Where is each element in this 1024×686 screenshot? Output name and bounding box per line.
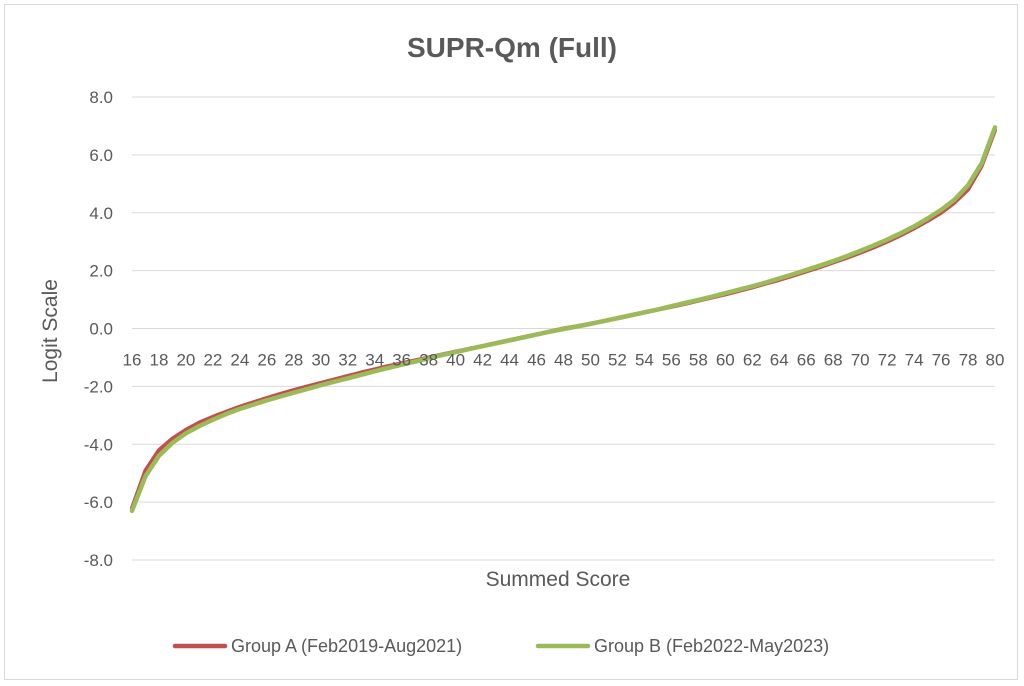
x-tick-label: 76 (932, 351, 951, 370)
x-tick-label: 44 (500, 351, 519, 370)
x-tick-label: 50 (581, 351, 600, 370)
y-tick-label: -2.0 (84, 377, 113, 396)
x-tick-label: 30 (311, 351, 330, 370)
legend-label: Group B (Feb2022-May2023) (594, 636, 829, 656)
x-tick-label: 54 (635, 351, 654, 370)
chart-svg: SUPR-Qm (Full) 8.0 6.0 4.0 2.0 0.0 -2.0 -4.0 -6… (39, 32, 1005, 656)
x-tick-label: 66 (797, 351, 816, 370)
x-tick-label: 24 (230, 351, 249, 370)
x-tick-label: 80 (986, 351, 1005, 370)
x-tick-label: 42 (473, 351, 492, 370)
x-tick-label: 34 (365, 351, 384, 370)
legend: Group A (Feb2019-Aug2021) Group B (Feb202… (172, 636, 829, 656)
x-tick-label: 74 (905, 351, 924, 370)
y-axis-ticks: 8.0 6.0 4.0 2.0 0.0 -2.0 -4.0 -6.0 -8.0 (84, 88, 113, 570)
y-axis-title: Logit Scale (39, 279, 62, 383)
x-tick-label: 78 (959, 351, 978, 370)
y-tick-label: -4.0 (84, 435, 113, 454)
x-tick-label: 68 (824, 351, 843, 370)
x-tick-label: 32 (338, 351, 357, 370)
series-line-group-a (130, 128, 997, 510)
y-tick-label: -6.0 (84, 493, 113, 512)
x-tick-label: 22 (203, 351, 222, 370)
y-tick-label: 8.0 (89, 88, 113, 107)
x-tick-label: 62 (743, 351, 762, 370)
x-tick-label: 26 (257, 351, 276, 370)
legend-label: Group A (Feb2019-Aug2021) (231, 636, 462, 656)
x-tick-label: 36 (392, 351, 411, 370)
x-tick-label: 64 (770, 351, 789, 370)
x-tick-label: 28 (284, 351, 303, 370)
chart-title: SUPR-Qm (Full) (407, 32, 617, 63)
x-tick-label: 20 (176, 351, 195, 370)
y-tick-label: 2.0 (89, 262, 113, 281)
x-axis-ticks: 16 18 20 22 24 26 28 30 32 34 36 38 40 42 44 46 48 50 52 54… (123, 351, 1005, 370)
x-tick-label: 40 (446, 351, 465, 370)
y-tick-label: 4.0 (89, 204, 113, 223)
x-tick-label: 46 (527, 351, 546, 370)
x-tick-label: 52 (608, 351, 627, 370)
x-tick-label: 18 (150, 351, 169, 370)
x-tick-label: 58 (689, 351, 708, 370)
x-tick-label: 72 (878, 351, 897, 370)
y-tick-label: -8.0 (84, 551, 113, 570)
x-tick-label: 16 (123, 351, 142, 370)
x-tick-label: 38 (419, 351, 438, 370)
series-lines (129, 125, 998, 514)
series-line-group-b (129, 125, 998, 514)
y-tick-label: 6.0 (89, 146, 113, 165)
x-axis-title: Summed Score (486, 568, 631, 591)
x-tick-label: 70 (851, 351, 870, 370)
chart-frame: SUPR-Qm (Full) 8.0 6.0 4.0 2.0 0.0 -2.0 -4.0 -6… (4, 4, 1018, 680)
x-tick-label: 60 (716, 351, 735, 370)
x-tick-label: 56 (662, 351, 681, 370)
y-tick-label: 0.0 (89, 320, 113, 339)
x-tick-label: 48 (554, 351, 573, 370)
